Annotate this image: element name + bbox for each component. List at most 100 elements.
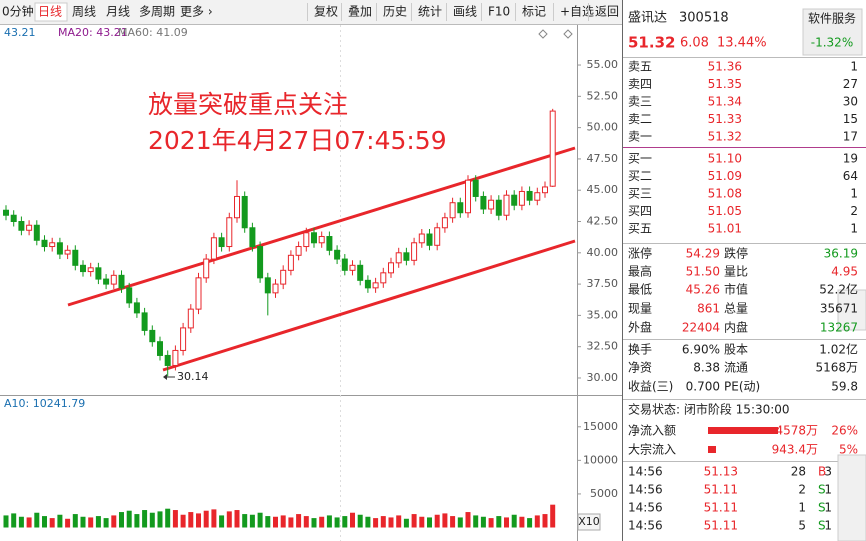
candle-body: [480, 195, 487, 210]
stock-code: 300518: [679, 11, 729, 26]
low-label: 30.14: [177, 370, 209, 383]
candle-body: [318, 236, 325, 244]
toolbar-item[interactable]: 多周期: [139, 5, 175, 19]
toolbar-item[interactable]: 返回: [595, 5, 619, 19]
volume-bar: [488, 518, 494, 528]
flow-bar: [708, 446, 716, 453]
candle-body: [380, 272, 387, 284]
toolbar-item[interactable]: 叠加: [348, 5, 372, 19]
stat-label: 净资: [628, 361, 652, 375]
stat-value: 6.90%: [682, 343, 720, 357]
candle-body: [287, 254, 294, 271]
toolbar-item[interactable]: 画线: [453, 5, 477, 19]
candle-body: [449, 202, 456, 219]
toolbar-item[interactable]: 0分钟: [2, 4, 34, 19]
toolbar-item[interactable]: 统计: [418, 5, 442, 19]
book-volume: 27: [843, 77, 858, 91]
volume-bar: [57, 514, 63, 528]
toolbar-item[interactable]: 周线: [72, 5, 96, 19]
sector-button[interactable]: [802, 8, 863, 56]
candle-body: [518, 190, 525, 206]
flow-pct: 26%: [831, 424, 858, 438]
stat-value: 52.2亿: [819, 282, 858, 297]
trade-count: 3: [824, 465, 832, 479]
volume-bar: [65, 518, 71, 528]
candle-body: [133, 302, 140, 314]
toolbar-item[interactable]: 月线: [106, 5, 130, 19]
book-price: 51.34: [708, 95, 742, 109]
y-tick-label: 52.50: [587, 89, 619, 102]
volume-bar: [534, 515, 540, 528]
flow-label: 净流入额: [628, 424, 676, 438]
ma-legend: 43.21: [4, 26, 36, 39]
volume-unit: X10: [578, 515, 600, 528]
volume-bar: [365, 516, 371, 528]
volume-bar: [234, 510, 240, 528]
volume-bar: [49, 518, 55, 528]
candle-body: [210, 237, 217, 260]
stat-value: 22404: [682, 321, 720, 335]
low-arrow-head: [163, 374, 167, 380]
volume-bar: [288, 517, 294, 528]
book-label: 卖二: [628, 112, 652, 126]
candle-body: [103, 278, 110, 285]
sector-name[interactable]: 软件服务: [808, 11, 856, 26]
volume-bar: [480, 516, 486, 528]
toolbar-item[interactable]: 日线: [38, 5, 62, 19]
volume-bar: [273, 516, 278, 528]
volume-bar: [149, 512, 155, 528]
trade-price: 51.11: [704, 483, 738, 497]
volume-bar: [442, 513, 448, 528]
candle-body: [280, 269, 287, 285]
toolbar-item[interactable]: 标记: [522, 5, 546, 19]
flow-label: 大宗流入: [628, 442, 676, 457]
volume-bar: [72, 514, 78, 528]
volume-legend: A10: 10241.79: [4, 397, 85, 410]
volume-bar: [203, 510, 209, 528]
volume-bar: [119, 512, 124, 528]
volume-bar: [11, 513, 17, 528]
toolbar-item[interactable]: 历史: [383, 5, 407, 19]
volume-bar: [226, 511, 232, 528]
y-tick-label: 15000: [583, 420, 618, 433]
toolbar-item[interactable]: 更多 ›: [180, 5, 213, 19]
price: 51.32: [628, 34, 675, 52]
candle-body: [118, 274, 125, 289]
stat-value: 4.95: [831, 265, 858, 279]
candle-body: [33, 224, 40, 241]
candle-body: [141, 312, 148, 331]
toolbar-item[interactable]: 复权: [314, 5, 338, 19]
candle-body: [357, 264, 364, 281]
candle-body: [264, 277, 271, 294]
candle-body: [372, 282, 379, 289]
stat-label: 股本: [724, 343, 748, 357]
side-tab[interactable]: [837, 454, 866, 541]
volume-bar: [219, 515, 225, 528]
toolbar-item[interactable]: +自选: [560, 5, 594, 19]
stat-value: 861: [697, 302, 720, 316]
volume-bar: [350, 512, 355, 528]
side-tab[interactable]: [837, 289, 866, 331]
book-label: 买一: [628, 152, 652, 166]
stat-label: 涨停: [628, 246, 652, 261]
channel-upper: [67, 146, 576, 307]
candle-body: [403, 252, 410, 261]
volume-bar: [126, 510, 132, 528]
volume-bar: [249, 514, 255, 528]
book-volume: 17: [843, 130, 858, 144]
stat-label: 外盘: [628, 320, 652, 335]
book-label: 卖一: [628, 130, 652, 144]
candle-body: [149, 329, 156, 343]
toolbar-item[interactable]: F10: [488, 5, 510, 19]
volume-bar: [427, 517, 432, 528]
candle-body: [303, 232, 310, 248]
candle-body: [411, 242, 418, 261]
y-tick-label: 55.00: [587, 58, 619, 71]
volume-bar: [504, 517, 509, 528]
volume-bar: [496, 516, 502, 528]
candle-body: [503, 194, 510, 216]
chart-icons[interactable]: [538, 29, 573, 39]
volume-bar: [519, 516, 525, 528]
volume-bar: [388, 517, 394, 528]
